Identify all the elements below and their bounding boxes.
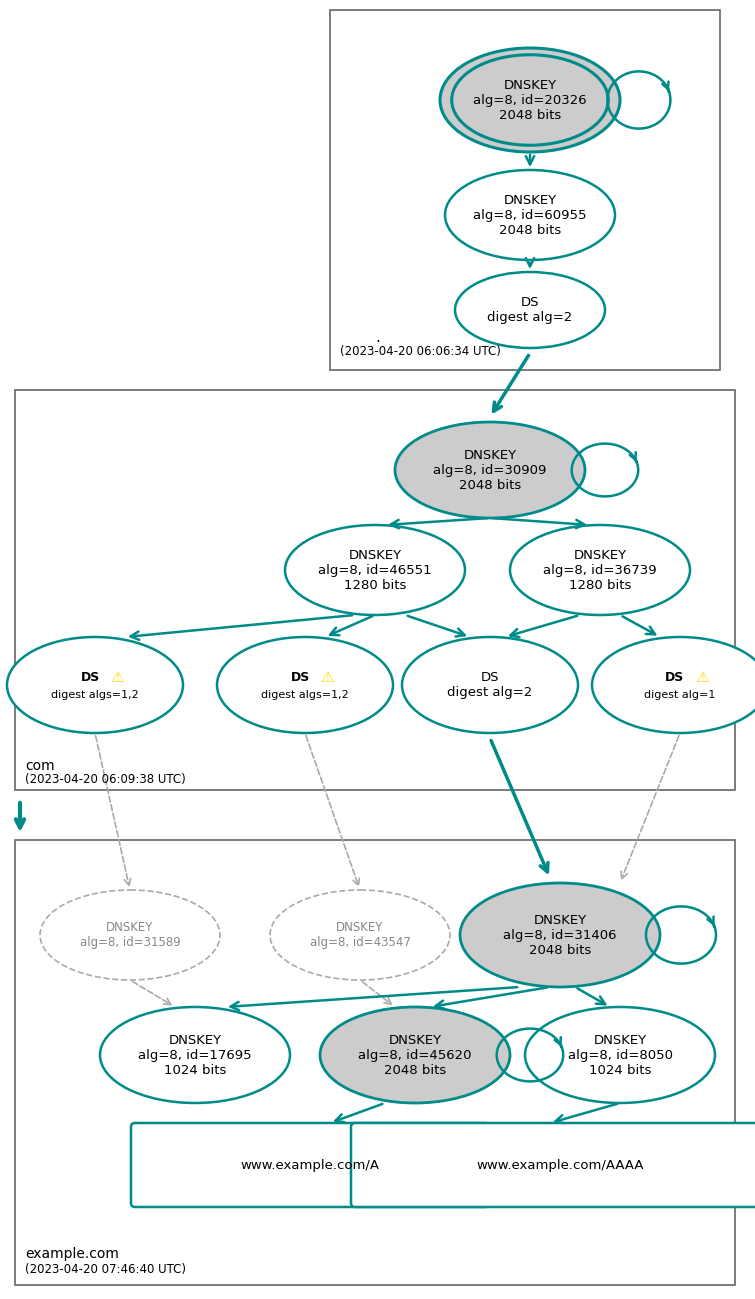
Text: DS: DS: [665, 670, 685, 683]
Text: (2023-04-20 06:09:38 UTC): (2023-04-20 06:09:38 UTC): [25, 773, 186, 786]
Text: DS: DS: [80, 670, 100, 683]
Text: ⚠: ⚠: [320, 669, 334, 685]
Ellipse shape: [285, 525, 465, 614]
Text: DNSKEY
alg=8, id=45620
2048 bits: DNSKEY alg=8, id=45620 2048 bits: [359, 1034, 472, 1077]
Ellipse shape: [440, 48, 620, 152]
Text: .: .: [375, 330, 380, 346]
Text: www.example.com/A: www.example.com/A: [241, 1159, 380, 1172]
Bar: [15, 390, 735, 790]
Text: DNSKEY
alg=8, id=36739
1280 bits: DNSKEY alg=8, id=36739 1280 bits: [543, 548, 657, 591]
Ellipse shape: [455, 271, 605, 348]
Text: DS
digest alg=2: DS digest alg=2: [488, 296, 572, 323]
Text: com: com: [25, 759, 54, 773]
Ellipse shape: [40, 890, 220, 979]
Ellipse shape: [460, 883, 660, 987]
Ellipse shape: [320, 1007, 510, 1103]
Text: DNSKEY
alg=8, id=17695
1024 bits: DNSKEY alg=8, id=17695 1024 bits: [138, 1034, 252, 1077]
Bar: [15, 840, 735, 1285]
Ellipse shape: [445, 170, 615, 260]
Ellipse shape: [217, 637, 393, 733]
FancyBboxPatch shape: [351, 1124, 755, 1207]
Text: (2023-04-20 07:46:40 UTC): (2023-04-20 07:46:40 UTC): [25, 1263, 186, 1276]
Text: digest algs=1,2: digest algs=1,2: [51, 690, 139, 700]
Text: DNSKEY
alg=8, id=46551
1280 bits: DNSKEY alg=8, id=46551 1280 bits: [318, 548, 432, 591]
Text: DNSKEY
alg=8, id=20326
2048 bits: DNSKEY alg=8, id=20326 2048 bits: [473, 78, 587, 122]
Text: www.example.com/AAAA: www.example.com/AAAA: [476, 1159, 644, 1172]
Text: example.com: example.com: [25, 1247, 119, 1261]
Bar: [330, 10, 720, 370]
Text: DS
digest alg=2: DS digest alg=2: [448, 672, 532, 699]
Text: ⚠: ⚠: [695, 669, 709, 685]
Text: DNSKEY
alg=8, id=31406
2048 bits: DNSKEY alg=8, id=31406 2048 bits: [504, 913, 617, 956]
Text: DNSKEY
alg=8, id=8050
1024 bits: DNSKEY alg=8, id=8050 1024 bits: [568, 1034, 673, 1077]
Text: DNSKEY
alg=8, id=31589: DNSKEY alg=8, id=31589: [79, 921, 180, 950]
Text: ⚠: ⚠: [110, 669, 124, 685]
Ellipse shape: [510, 525, 690, 614]
Ellipse shape: [592, 637, 755, 733]
Text: DS: DS: [291, 670, 310, 683]
Ellipse shape: [395, 422, 585, 518]
Text: digest algs=1,2: digest algs=1,2: [261, 690, 349, 700]
Ellipse shape: [525, 1007, 715, 1103]
Ellipse shape: [270, 890, 450, 979]
Text: DNSKEY
alg=8, id=43547: DNSKEY alg=8, id=43547: [310, 921, 411, 950]
FancyBboxPatch shape: [131, 1124, 489, 1207]
Text: DNSKEY
alg=8, id=60955
2048 bits: DNSKEY alg=8, id=60955 2048 bits: [473, 194, 587, 236]
Text: (2023-04-20 06:06:34 UTC): (2023-04-20 06:06:34 UTC): [340, 346, 501, 359]
Ellipse shape: [100, 1007, 290, 1103]
Ellipse shape: [7, 637, 183, 733]
Text: DNSKEY
alg=8, id=30909
2048 bits: DNSKEY alg=8, id=30909 2048 bits: [433, 448, 547, 491]
Text: digest alg=1: digest alg=1: [644, 690, 716, 700]
Ellipse shape: [402, 637, 578, 733]
